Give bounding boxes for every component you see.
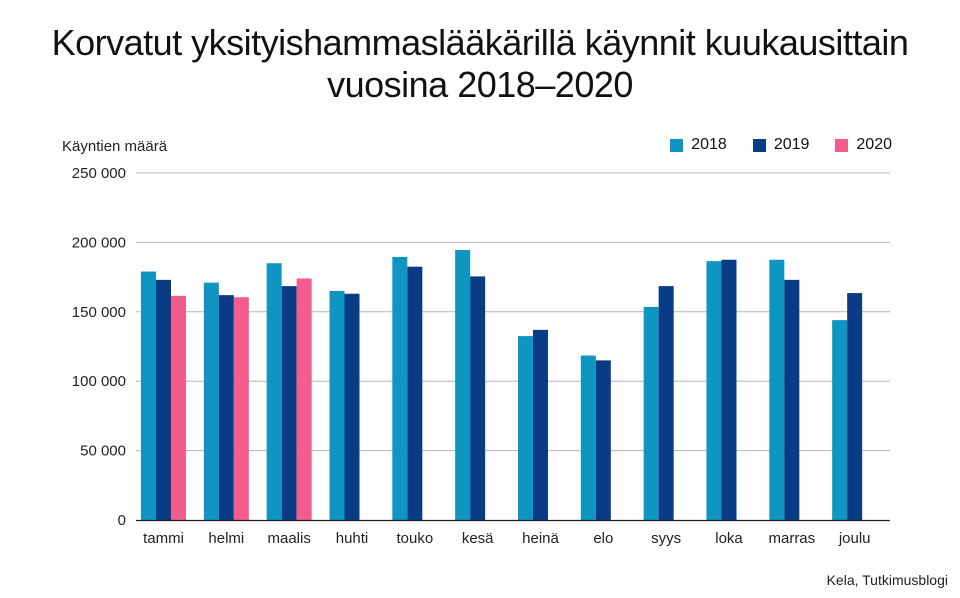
y-tick-label: 200 000 (72, 234, 126, 251)
bar-2018-joulu (832, 320, 848, 520)
legend-swatch-2018 (670, 138, 684, 152)
legend-label-2018: 2018 (691, 136, 727, 153)
x-tick-label: touko (396, 530, 433, 547)
bar-2018-tammi (141, 271, 156, 520)
y-tick-label: 150 000 (72, 304, 126, 321)
y-axis-label: Käyntien määrä (62, 138, 168, 155)
x-tick-label: kesä (462, 530, 494, 547)
legend-item-2018: 2018 (670, 136, 727, 154)
chart-title-line-1: Korvatut yksityishammaslääkärillä käynni… (51, 22, 909, 63)
bar-2019-elo (595, 360, 611, 520)
y-tick-label: 100 000 (72, 373, 126, 390)
x-tick-label: maalis (267, 530, 310, 547)
x-tick-label: joulu (838, 530, 871, 547)
source-note: Kela, Tutkimusblogi (826, 572, 948, 588)
x-tick-label: loka (715, 530, 743, 547)
legend-item-2019: 2019 (752, 136, 810, 154)
bar-2018-huhti (329, 290, 345, 520)
x-tick-label: marras (768, 530, 815, 547)
y-tick-label: 50 000 (80, 443, 126, 460)
legend-swatch-2020 (835, 138, 849, 152)
bar-2019-kesä (470, 276, 486, 520)
bar-2018-syys (643, 306, 659, 520)
bar-2018-marras (769, 259, 785, 520)
x-tick-label: syys (651, 530, 681, 547)
bar-2019-huhti (344, 293, 360, 520)
bar-2018-touko (392, 256, 408, 520)
bar-2018-heinä (518, 336, 533, 520)
bar-2018-elo (580, 355, 596, 520)
legend-swatch-2019 (752, 138, 766, 152)
bar-2018-helmi (203, 282, 219, 520)
bar-2019-loka (721, 259, 737, 520)
bar-2018-kesä (455, 250, 471, 520)
bar-2019-helmi (218, 295, 234, 520)
y-tick-label: 0 (118, 512, 126, 529)
bar-2020-helmi (233, 297, 249, 520)
bar-2020-tammi (171, 295, 186, 520)
x-tick-label: elo (593, 530, 613, 547)
bar-2019-heinä (533, 329, 548, 520)
legend: 2018 2019 2020 (670, 136, 892, 154)
chart-title: Korvatut yksityishammaslääkärillä käynni… (0, 22, 960, 106)
bar-2019-marras (784, 279, 800, 520)
legend-label-2019: 2019 (773, 136, 810, 153)
legend-label-2020: 2020 (856, 136, 892, 153)
y-tick-label: 250 000 (72, 165, 126, 182)
bar-2018-maalis (266, 263, 282, 520)
legend-item-2020: 2020 (835, 136, 892, 154)
bar-2018-loka (706, 261, 722, 520)
x-tick-label: huhti (336, 530, 369, 547)
bar-2019-maalis (281, 286, 297, 520)
chart-title-line-2: vuosina 2018–2020 (327, 64, 633, 105)
x-tick-label: helmi (208, 530, 244, 547)
bar-2019-touko (407, 266, 423, 520)
x-tick-label: tammi (143, 530, 184, 547)
bar-2020-maalis (296, 278, 312, 520)
bar-2019-joulu (847, 293, 863, 520)
bar-2019-tammi (156, 279, 171, 520)
bar-2019-syys (658, 286, 674, 520)
x-tick-label: heinä (522, 530, 559, 547)
